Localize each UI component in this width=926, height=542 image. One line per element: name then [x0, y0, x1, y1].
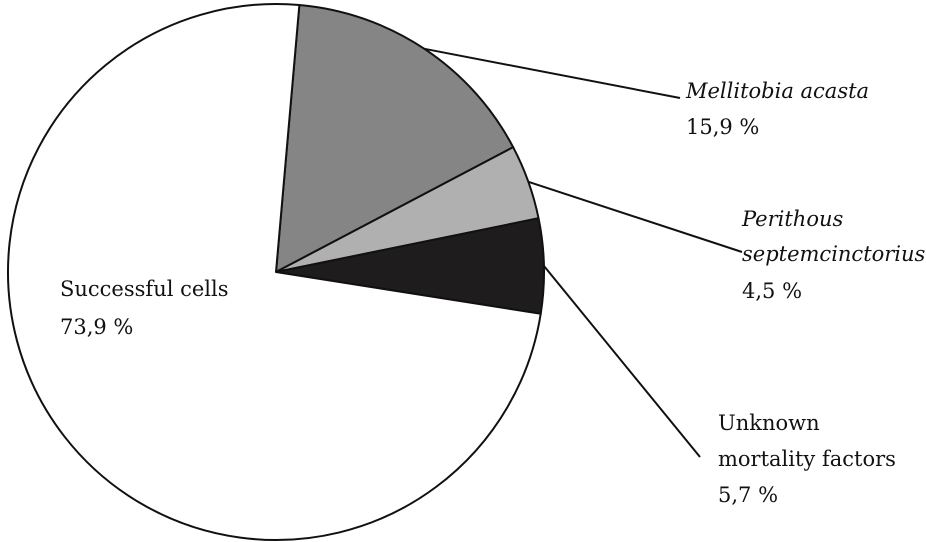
slice-label-3-line-0: Successful cells [60, 277, 229, 301]
leader-line-0 [424, 47, 681, 99]
slice-value-0: 15,9 % [686, 115, 759, 139]
slice-label-1-line-1: septemcinctorius [742, 242, 926, 266]
slice-value-3: 73,9 % [60, 315, 133, 339]
slice-label-0-line-0: Mellitobia acasta [685, 79, 869, 103]
pie-slice-3 [7, 3, 542, 541]
slice-labels: Mellitobia acasta 15,9 % Perithous septemci… [60, 79, 926, 507]
slice-value-2: 5,7 % [718, 483, 778, 507]
pie-slices [7, 3, 545, 541]
slice-label-2-line-1: mortality factors [718, 447, 896, 471]
leader-line-2 [543, 265, 701, 458]
slice-value-1: 4,5 % [742, 279, 802, 303]
leader-lines [424, 47, 743, 458]
pie-slice-0 [275, 4, 515, 273]
leader-line-1 [528, 180, 743, 253]
slice-label-1-line-0: Perithous [741, 207, 844, 231]
slice-label-2-line-0: Unknown [718, 411, 820, 435]
